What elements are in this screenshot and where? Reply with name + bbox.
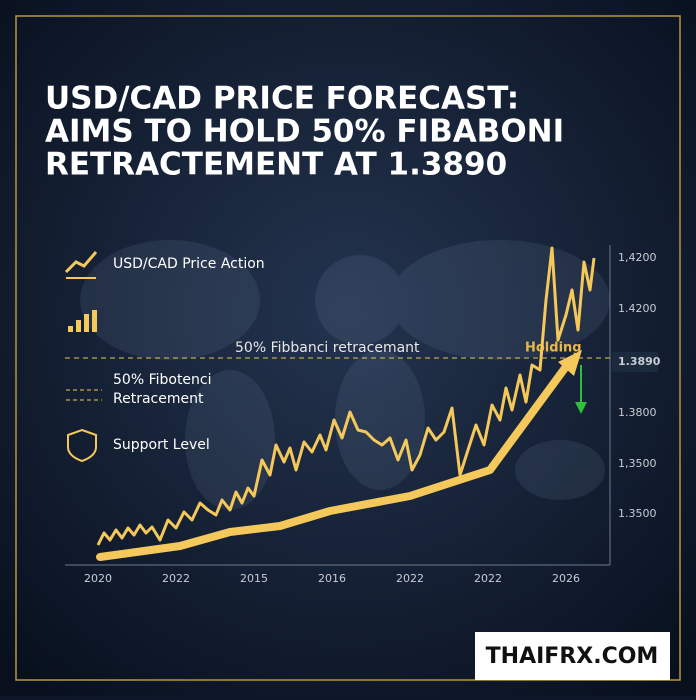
- brand: THAIFRX.COM: [486, 644, 659, 669]
- legend-icon: [64, 251, 98, 274]
- y-tick-label: 1,4200: [618, 251, 657, 264]
- title-line: USD/CAD PRICE FORECAST:: [45, 81, 519, 117]
- x-tick-label: 2020: [84, 572, 112, 585]
- holding-label: Holding: [525, 341, 582, 356]
- price-line: [96, 246, 596, 546]
- legend-icon: [68, 310, 97, 332]
- y-tick-label: 1.3890: [618, 355, 661, 368]
- world-map: [80, 240, 610, 510]
- legend-label: USD/CAD Price Action: [113, 256, 265, 272]
- legend-icon: [67, 428, 97, 463]
- trend-arrowhead: [558, 350, 582, 376]
- x-tick-label: 2026: [552, 572, 580, 585]
- x-tick-label: 2022: [162, 572, 190, 585]
- legend-label: Support Level: [113, 437, 210, 453]
- y-tick-label: 1.4200: [618, 302, 657, 315]
- y-tick-label: 1.3500: [618, 507, 657, 520]
- legend-label: Retracement: [113, 391, 204, 407]
- y-tick-label: 1.3800: [618, 406, 657, 419]
- title-line: AIMS TO HOLD 50% FIBABONI: [45, 114, 564, 150]
- frame: [15, 15, 681, 681]
- brand-box: [475, 632, 670, 680]
- legend-label: 50% Fibotenci: [113, 372, 212, 388]
- fib-label: 50% Fibbanci retracemant: [235, 340, 420, 356]
- y-label-box: [612, 352, 658, 372]
- trend-arrow: [96, 364, 569, 561]
- title-line: RETRACTEMENT AT 1.3890: [45, 147, 507, 183]
- drop-arrowhead: [575, 402, 587, 414]
- y-tick-label: 1,3500: [618, 457, 657, 470]
- x-tick-label: 2016: [318, 572, 346, 585]
- x-tick-label: 2022: [396, 572, 424, 585]
- x-tick-label: 2022: [474, 572, 502, 585]
- x-tick-label: 2015: [240, 572, 268, 585]
